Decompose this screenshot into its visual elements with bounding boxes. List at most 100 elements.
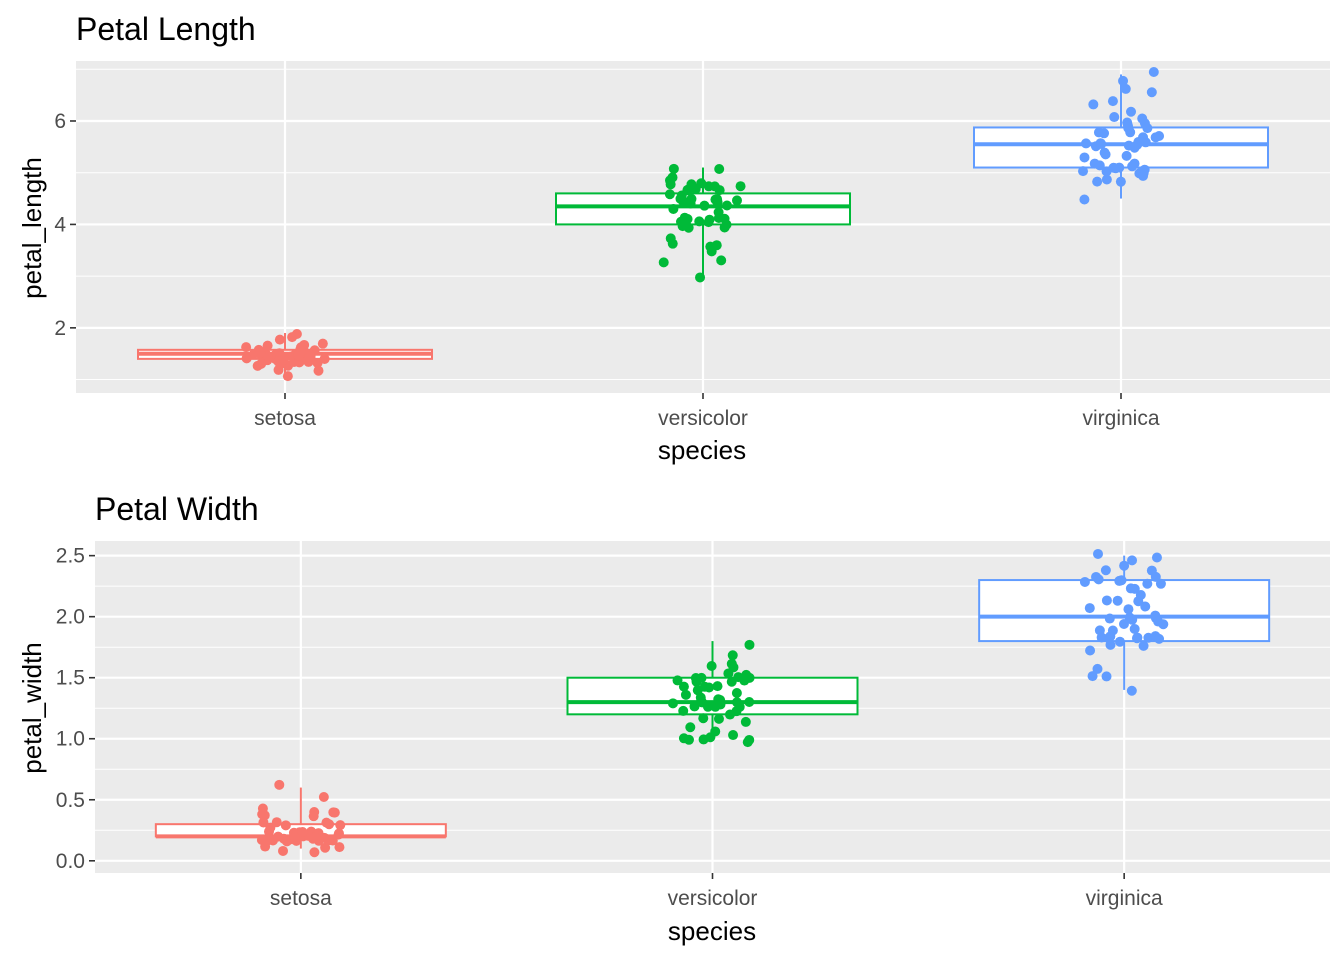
data-point bbox=[1084, 603, 1095, 614]
data-point bbox=[744, 639, 755, 650]
data-point bbox=[679, 212, 690, 223]
data-point bbox=[712, 194, 723, 205]
data-point bbox=[1081, 138, 1092, 149]
data-point bbox=[1139, 164, 1150, 175]
data-point bbox=[1127, 161, 1138, 172]
data-point bbox=[658, 257, 669, 268]
data-point bbox=[726, 676, 737, 687]
data-point bbox=[698, 713, 709, 724]
data-point bbox=[279, 354, 290, 365]
x-tick-label: virginica bbox=[1082, 407, 1159, 430]
data-point bbox=[727, 650, 738, 661]
data-point bbox=[1146, 87, 1157, 98]
data-point bbox=[731, 195, 742, 206]
data-point bbox=[297, 827, 308, 838]
data-point bbox=[1100, 565, 1111, 576]
data-point bbox=[256, 358, 267, 369]
data-point bbox=[257, 809, 268, 820]
data-point bbox=[318, 792, 329, 803]
y-axis-label: petal_length bbox=[17, 157, 47, 299]
data-point bbox=[262, 350, 273, 361]
data-point bbox=[321, 817, 332, 828]
data-point bbox=[1148, 67, 1159, 78]
data-point bbox=[317, 338, 328, 349]
data-point bbox=[1104, 613, 1115, 624]
y-tick-label: 0.0 bbox=[56, 850, 85, 873]
data-point bbox=[713, 713, 724, 724]
data-point bbox=[1154, 633, 1165, 644]
data-point bbox=[1116, 575, 1127, 586]
data-point bbox=[1155, 578, 1166, 589]
data-point bbox=[1115, 176, 1126, 187]
data-point bbox=[1108, 162, 1119, 173]
data-point bbox=[1142, 123, 1153, 134]
data-point bbox=[1120, 83, 1131, 94]
data-point bbox=[722, 200, 733, 211]
data-point bbox=[685, 722, 696, 733]
data-point bbox=[319, 353, 330, 364]
data-point bbox=[728, 662, 739, 673]
data-point bbox=[293, 350, 304, 361]
data-point bbox=[664, 189, 675, 200]
data-point bbox=[713, 694, 724, 705]
data-point bbox=[710, 726, 721, 737]
data-point bbox=[709, 181, 720, 192]
data-point bbox=[1151, 552, 1162, 563]
data-point bbox=[262, 340, 273, 351]
data-point bbox=[1129, 583, 1140, 594]
data-point bbox=[683, 734, 694, 745]
data-point bbox=[282, 371, 293, 382]
data-point bbox=[1107, 96, 1118, 107]
data-point bbox=[716, 255, 727, 266]
data-point bbox=[1094, 160, 1105, 171]
data-point bbox=[1150, 571, 1161, 582]
data-point bbox=[712, 681, 723, 692]
data-point bbox=[744, 697, 755, 708]
data-point bbox=[1091, 571, 1102, 582]
data-point bbox=[690, 673, 701, 684]
y-tick-label: 4 bbox=[54, 213, 66, 236]
data-point bbox=[1118, 75, 1129, 86]
data-point bbox=[1109, 112, 1120, 123]
data-point bbox=[241, 353, 252, 364]
data-point bbox=[291, 329, 302, 340]
data-point bbox=[719, 222, 730, 233]
data-point bbox=[333, 828, 344, 839]
data-point bbox=[1079, 194, 1090, 205]
data-point bbox=[1114, 636, 1125, 647]
data-point bbox=[714, 163, 725, 174]
data-point bbox=[689, 701, 700, 712]
x-axis-label: species bbox=[658, 435, 746, 465]
chart-title: Petal Length bbox=[76, 11, 256, 47]
data-point bbox=[1092, 548, 1103, 559]
y-tick-label: 0.5 bbox=[56, 789, 85, 812]
data-point bbox=[739, 675, 750, 686]
data-point bbox=[695, 272, 706, 283]
data-point bbox=[1138, 132, 1149, 143]
data-point bbox=[280, 820, 291, 831]
data-point bbox=[241, 342, 252, 353]
data-point bbox=[289, 832, 300, 843]
data-point bbox=[734, 701, 745, 712]
data-point bbox=[678, 705, 689, 716]
data-point bbox=[1092, 176, 1103, 187]
y-tick-label: 1.5 bbox=[56, 667, 85, 690]
data-point bbox=[682, 185, 693, 196]
data-point bbox=[713, 212, 724, 223]
data-point bbox=[698, 734, 709, 745]
data-point bbox=[1119, 560, 1130, 571]
data-point bbox=[310, 832, 321, 843]
data-point bbox=[255, 348, 266, 359]
y-axis-label: petal_width bbox=[17, 642, 47, 774]
chart-title: Petal Width bbox=[95, 491, 259, 527]
data-point bbox=[274, 779, 285, 790]
data-point bbox=[1122, 120, 1133, 131]
data-point bbox=[735, 181, 746, 192]
data-point bbox=[1133, 596, 1144, 607]
data-point bbox=[1123, 604, 1134, 615]
data-point bbox=[309, 847, 320, 858]
data-point bbox=[329, 807, 340, 818]
data-point bbox=[304, 352, 315, 363]
